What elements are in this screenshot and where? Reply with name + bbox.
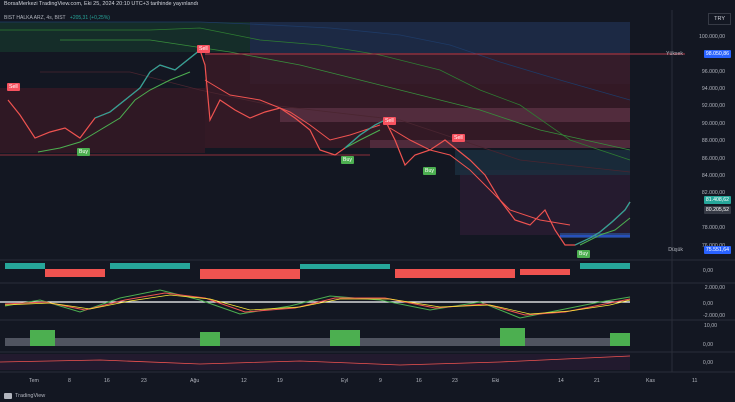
osc2-tick: 0,00 [702,301,713,307]
price-tick: 78.000,00 [701,225,725,231]
tradingview-logo-icon [4,393,12,399]
ichimoku-lines [0,21,631,173]
price-tick: 82.000,00 [701,190,725,196]
sell-signal[interactable]: Sell [197,45,210,53]
low-value: 75.551,64 [703,246,731,254]
time-tick: 12 [241,378,247,384]
time-tick: Eyl [341,378,349,384]
time-tick: 16 [104,378,110,384]
price-levels [0,53,685,237]
buy-signal[interactable]: Buy [577,250,590,258]
osc1-zero: 0,00 [702,268,713,274]
buy-signal[interactable]: Buy [423,167,436,175]
mid-price: 80.205,52 [703,206,731,214]
low-label: Düşük [668,247,683,253]
time-tick: 19 [277,378,283,384]
sell-signal[interactable]: Sell [7,83,20,91]
time-tick: 16 [416,378,422,384]
oscillator-1 [5,263,630,279]
time-tick: 23 [141,378,147,384]
price-tick: 90.000,00 [701,121,725,127]
price-change: +205,31 (+0,25%) [69,15,110,21]
price-tick: 94.000,00 [701,86,725,92]
osc3-tick: 0,00 [702,342,713,348]
buy-signal[interactable]: Buy [341,156,354,164]
sell-signal[interactable]: Sell [452,134,465,142]
time-tick: 9 [379,378,382,384]
price-tick: 96.000,00 [701,69,725,75]
sell-signal[interactable]: Sell [383,117,396,125]
oscillator-4 [0,354,631,370]
time-tick: 8 [68,378,71,384]
price-tick: 84.000,00 [701,173,725,179]
price-tick: 86.000,00 [701,156,725,162]
price-tick: 88.000,00 [701,138,725,144]
pane-separators [0,10,735,373]
osc2-tick: 2.000,00 [704,285,725,291]
symbol-name[interactable]: BIST HALKA ARZ, 4s, BIST [4,15,66,21]
osc3-tick: 10,00 [704,323,717,329]
time-tick: 21 [594,378,600,384]
footer-brand[interactable]: TradingView [4,393,45,399]
time-tick: Eki [492,378,500,384]
oscillator-2 [0,289,631,319]
symbol-info: BIST HALKA ARZ, 4s, BIST +205,31 (+0,25%… [4,15,110,21]
high-value: 98.050,86 [703,50,731,58]
time-tick: 23 [452,378,458,384]
time-tick: 11 [692,378,698,384]
time-tick: Kas [646,378,655,384]
last-price: 81.408,62 [703,196,731,204]
brand-name: TradingView [15,393,46,399]
osc4-tick: 0,00 [702,360,713,366]
time-tick: Ağu [190,378,200,384]
time-tick: 14 [558,378,564,384]
high-label: Yüksek [665,51,683,57]
currency-label[interactable]: TRY [708,13,731,25]
oscillator-3 [5,328,630,346]
supertrend [37,71,631,246]
buy-signal[interactable]: Buy [77,148,90,156]
price-tick: 92.000,00 [701,103,725,109]
osc2-tick: -2.000,00 [703,313,725,319]
time-tick: Tem [29,378,39,384]
price-tick: 100.000,00 [699,34,725,40]
publish-header: BorsaMerkezi TradingView.com, Eki 25, 20… [4,1,199,7]
price-series [7,48,631,246]
